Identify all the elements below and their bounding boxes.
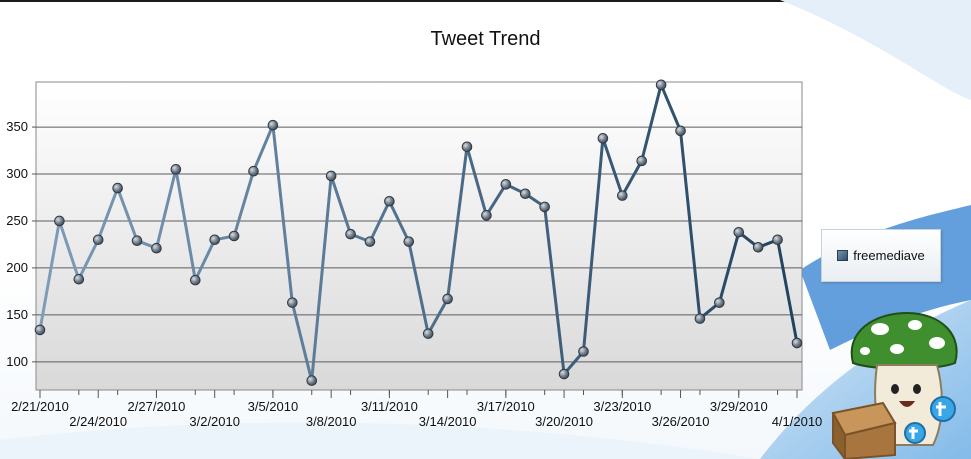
data-point xyxy=(558,368,570,380)
x-tick-label: 2/21/2010 xyxy=(11,399,69,414)
chart-title: Tweet Trend xyxy=(430,28,541,50)
y-tick-label: 150 xyxy=(6,307,28,322)
data-point xyxy=(112,182,123,194)
data-point xyxy=(131,235,143,246)
x-tick-label: 3/8/2010 xyxy=(306,414,357,429)
x-tick-label: 3/14/2010 xyxy=(419,414,477,429)
y-tick-label: 250 xyxy=(6,213,28,228)
data-point xyxy=(306,375,318,386)
data-point xyxy=(752,241,764,253)
y-tick-label: 200 xyxy=(6,260,28,275)
x-tick-label: 3/29/2010 xyxy=(710,399,768,414)
data-point xyxy=(54,215,65,227)
data-point xyxy=(442,293,453,305)
data-point xyxy=(287,297,298,308)
x-tick-label: 2/24/2010 xyxy=(69,414,127,429)
data-point xyxy=(714,297,725,308)
data-point xyxy=(772,234,783,246)
x-tick-label: 3/2/2010 xyxy=(189,414,240,429)
data-point xyxy=(733,226,745,238)
x-tick-label: 3/17/2010 xyxy=(477,399,535,414)
x-tick-label: 3/26/2010 xyxy=(652,414,710,429)
data-point xyxy=(403,236,415,247)
data-point xyxy=(539,201,550,213)
data-point xyxy=(694,313,706,324)
data-point xyxy=(519,188,531,200)
x-tick-label: 3/20/2010 xyxy=(535,414,593,429)
data-point xyxy=(461,141,473,153)
data-point xyxy=(422,328,434,339)
data-point xyxy=(597,133,609,144)
y-tick-label: 100 xyxy=(6,354,28,369)
data-point xyxy=(384,195,395,207)
y-tick-label: 300 xyxy=(6,166,28,181)
data-point xyxy=(345,228,356,240)
x-tick-label: 3/5/2010 xyxy=(248,399,299,414)
legend-swatch xyxy=(837,250,849,261)
data-point xyxy=(34,324,46,336)
data-point xyxy=(636,155,648,167)
data-point xyxy=(151,242,162,254)
data-point xyxy=(228,230,240,242)
plot-area xyxy=(35,81,803,391)
legend-label: freemediave xyxy=(853,248,925,263)
data-point xyxy=(267,119,279,131)
x-tick-label: 3/23/2010 xyxy=(593,399,651,414)
data-point xyxy=(209,234,220,246)
mushroom-mascot-icon xyxy=(831,311,958,459)
top-border xyxy=(0,0,971,2)
data-point xyxy=(617,190,628,201)
data-point xyxy=(675,125,686,137)
data-point xyxy=(364,236,376,247)
data-point xyxy=(189,274,201,286)
x-tick-label: 3/11/2010 xyxy=(361,399,418,414)
data-point xyxy=(170,164,182,175)
data-point xyxy=(325,170,337,182)
data-point xyxy=(500,179,512,190)
y-tick-label: 350 xyxy=(6,119,28,134)
series-line xyxy=(38,83,799,383)
data-point xyxy=(248,165,259,177)
data-point xyxy=(92,234,104,246)
data-point xyxy=(481,210,492,221)
x-tick-label: 4/1/2010 xyxy=(772,414,823,429)
data-point xyxy=(791,337,803,349)
data-point xyxy=(655,79,667,91)
x-tick-label: 2/27/2010 xyxy=(128,399,186,414)
data-point xyxy=(73,273,85,285)
data-point xyxy=(578,346,589,357)
legend: freemediave xyxy=(821,229,941,282)
